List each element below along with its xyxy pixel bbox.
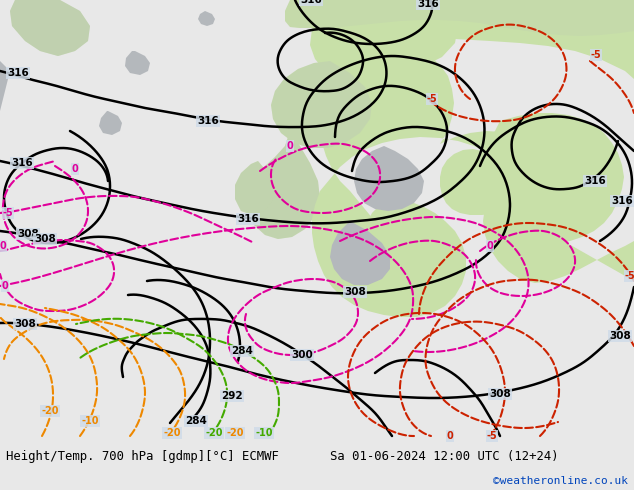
Text: 292: 292 <box>221 391 243 401</box>
Text: 316: 316 <box>584 176 606 186</box>
Polygon shape <box>10 0 90 56</box>
Polygon shape <box>235 161 274 215</box>
Polygon shape <box>375 0 458 69</box>
Text: -10: -10 <box>81 416 99 426</box>
Text: 316: 316 <box>197 116 219 126</box>
Text: -5: -5 <box>3 208 13 218</box>
Polygon shape <box>235 161 274 215</box>
Polygon shape <box>330 221 390 285</box>
Text: -20: -20 <box>226 428 243 438</box>
Polygon shape <box>248 131 320 239</box>
Text: 316: 316 <box>11 158 33 168</box>
Polygon shape <box>99 111 122 135</box>
Text: 316: 316 <box>300 0 322 5</box>
Polygon shape <box>0 0 10 111</box>
Text: Sa 01-06-2024 12:00 UTC (12+24): Sa 01-06-2024 12:00 UTC (12+24) <box>330 450 559 463</box>
Polygon shape <box>354 146 424 211</box>
Text: 308: 308 <box>14 319 36 329</box>
Text: -5: -5 <box>427 94 437 104</box>
Text: 308: 308 <box>17 229 39 239</box>
Text: 0: 0 <box>0 241 6 251</box>
Polygon shape <box>198 11 215 26</box>
Text: 0: 0 <box>2 281 8 291</box>
Polygon shape <box>271 61 372 148</box>
Text: -20: -20 <box>205 428 223 438</box>
Text: 308: 308 <box>344 287 366 297</box>
Text: Height/Temp. 700 hPa [gdmp][°C] ECMWF: Height/Temp. 700 hPa [gdmp][°C] ECMWF <box>6 450 279 463</box>
Polygon shape <box>310 0 634 317</box>
Text: ©weatheronline.co.uk: ©weatheronline.co.uk <box>493 476 628 486</box>
Text: 0: 0 <box>72 164 79 174</box>
Text: -5: -5 <box>591 50 602 60</box>
Text: 0: 0 <box>487 241 493 251</box>
Text: 316: 316 <box>7 68 29 78</box>
Text: -20: -20 <box>163 428 181 438</box>
Text: 284: 284 <box>231 346 253 356</box>
Text: 316: 316 <box>237 214 259 224</box>
Text: 284: 284 <box>185 416 207 426</box>
Polygon shape <box>310 0 425 81</box>
Text: 0: 0 <box>287 141 294 151</box>
Text: 316: 316 <box>611 196 633 206</box>
Text: 308: 308 <box>609 331 631 341</box>
Polygon shape <box>271 61 372 148</box>
Polygon shape <box>285 0 634 36</box>
Text: -5: -5 <box>487 431 498 441</box>
Text: 308: 308 <box>489 389 511 399</box>
Polygon shape <box>285 0 634 36</box>
Polygon shape <box>248 131 320 239</box>
Polygon shape <box>10 0 90 56</box>
Text: -5: -5 <box>624 271 634 281</box>
Text: 316: 316 <box>417 0 439 9</box>
Polygon shape <box>125 51 150 75</box>
Text: -20: -20 <box>41 406 59 416</box>
Text: -10: -10 <box>256 428 273 438</box>
Text: 0: 0 <box>446 431 453 441</box>
Text: 300: 300 <box>291 350 313 360</box>
Text: 308: 308 <box>34 234 56 244</box>
